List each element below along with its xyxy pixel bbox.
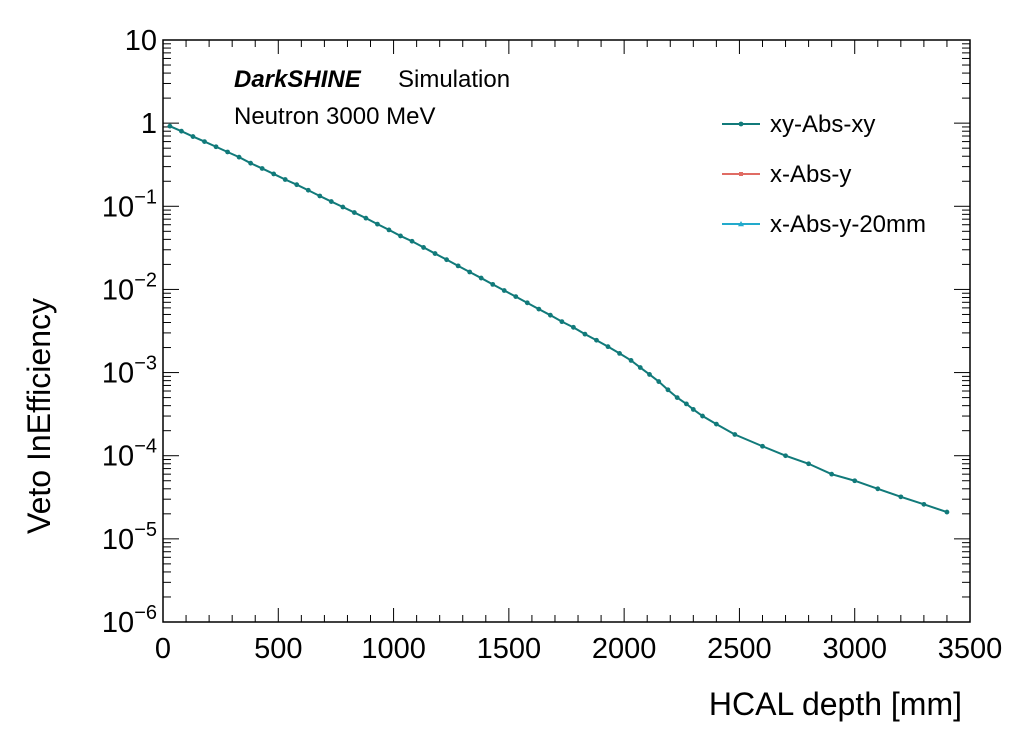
y-tick-label: 1 — [141, 108, 157, 140]
series-layer — [167, 123, 950, 515]
process-label: Neutron 3000 MeV — [234, 103, 435, 130]
data-point — [248, 160, 254, 166]
data-point — [921, 501, 927, 507]
data-point — [647, 372, 652, 377]
legend-label: x-Abs-y — [770, 161, 851, 188]
data-point — [317, 193, 323, 199]
y-tick-label: 10−1 — [102, 186, 157, 223]
y-tick-label: 10−5 — [102, 519, 157, 556]
data-point — [340, 204, 346, 210]
x-tick-label: 2000 — [592, 633, 657, 665]
data-point — [398, 233, 403, 239]
y-axis-ticks: 10 1 10−1 10−2 10−3 10−4 10−5 10−6 — [102, 25, 970, 639]
data-point — [375, 221, 380, 227]
legend-item: xy-Abs-xy — [722, 111, 875, 138]
data-point — [739, 172, 743, 176]
data-point — [536, 306, 542, 312]
series-xy-Abs-xy — [167, 123, 950, 515]
x-tick-label: 3500 — [938, 633, 1003, 665]
data-point — [513, 294, 519, 299]
data-point — [738, 121, 744, 127]
y-tick-label: 10−3 — [102, 353, 157, 390]
data-point — [713, 421, 719, 427]
data-point — [628, 358, 634, 363]
data-point — [690, 407, 696, 412]
data-point — [190, 134, 196, 139]
data-point — [783, 453, 788, 459]
data-point — [674, 395, 680, 400]
x-tick-label: 500 — [254, 633, 302, 665]
data-point — [259, 166, 265, 171]
data-point — [490, 281, 496, 287]
data-point — [236, 154, 242, 160]
data-point — [444, 257, 450, 263]
data-point — [202, 139, 207, 144]
x-axis-ticks: 0 500 1000 1500 2000 2500 3000 3500 — [155, 40, 1002, 665]
y-tick-label: 10−2 — [102, 269, 157, 306]
data-point — [683, 401, 689, 407]
y-axis-title: Veto InEfficiency — [21, 298, 57, 534]
plot-frame — [162, 39, 971, 623]
data-point — [559, 319, 565, 325]
data-point — [547, 312, 553, 318]
data-point — [328, 199, 334, 204]
legend-item: x-Abs-y-20mm — [722, 211, 926, 238]
data-point — [363, 215, 369, 221]
data-point — [305, 187, 311, 193]
x-tick-label: 1500 — [477, 633, 542, 665]
data-point — [455, 263, 461, 269]
y-tick-label: 10−6 — [102, 602, 157, 639]
legend-item: x-Abs-y — [722, 161, 851, 188]
x-axis-title: HCAL depth [mm] — [709, 686, 962, 722]
data-point — [386, 227, 392, 233]
data-point — [351, 210, 357, 215]
data-point — [852, 478, 858, 484]
data-point — [760, 443, 765, 449]
data-point — [432, 251, 438, 256]
data-point — [571, 324, 576, 330]
data-point — [738, 221, 744, 227]
data-point — [875, 486, 881, 492]
legend-label: xy-Abs-xy — [770, 111, 875, 138]
data-point — [898, 494, 904, 500]
simulation-label: Simulation — [398, 66, 510, 93]
experiment-label: DarkSHINE — [234, 66, 362, 93]
data-point — [225, 149, 230, 155]
x-tick-label: 3000 — [822, 633, 887, 665]
data-point — [732, 432, 738, 437]
data-point — [501, 288, 507, 293]
data-point — [409, 238, 415, 244]
data-point — [282, 177, 288, 182]
data-point — [944, 509, 950, 515]
data-point — [478, 275, 484, 281]
x-tick-label: 2500 — [707, 633, 772, 665]
data-point — [594, 337, 599, 343]
data-point — [806, 461, 811, 467]
data-point — [582, 331, 588, 337]
data-point — [637, 365, 643, 370]
y-tick-label: 10 — [125, 25, 157, 57]
data-point — [656, 379, 662, 384]
x-tick-label: 0 — [155, 633, 171, 665]
data-point — [167, 123, 173, 129]
data-point — [524, 300, 530, 306]
legend: xy-Abs-xy x-Abs-y x-Abs-y-20mm — [722, 111, 926, 238]
y-tick-label: 10−4 — [102, 436, 157, 473]
data-point — [294, 182, 300, 188]
data-point — [213, 144, 219, 150]
data-point — [179, 128, 184, 134]
x-tick-label: 1000 — [361, 633, 426, 665]
data-point — [829, 471, 835, 477]
data-point — [467, 269, 473, 275]
legend-label: x-Abs-y-20mm — [770, 211, 926, 238]
data-point — [617, 351, 622, 356]
data-point — [271, 171, 277, 177]
data-point — [700, 413, 705, 419]
data-point — [421, 245, 426, 250]
data-point — [605, 344, 611, 350]
data-point — [665, 387, 671, 393]
